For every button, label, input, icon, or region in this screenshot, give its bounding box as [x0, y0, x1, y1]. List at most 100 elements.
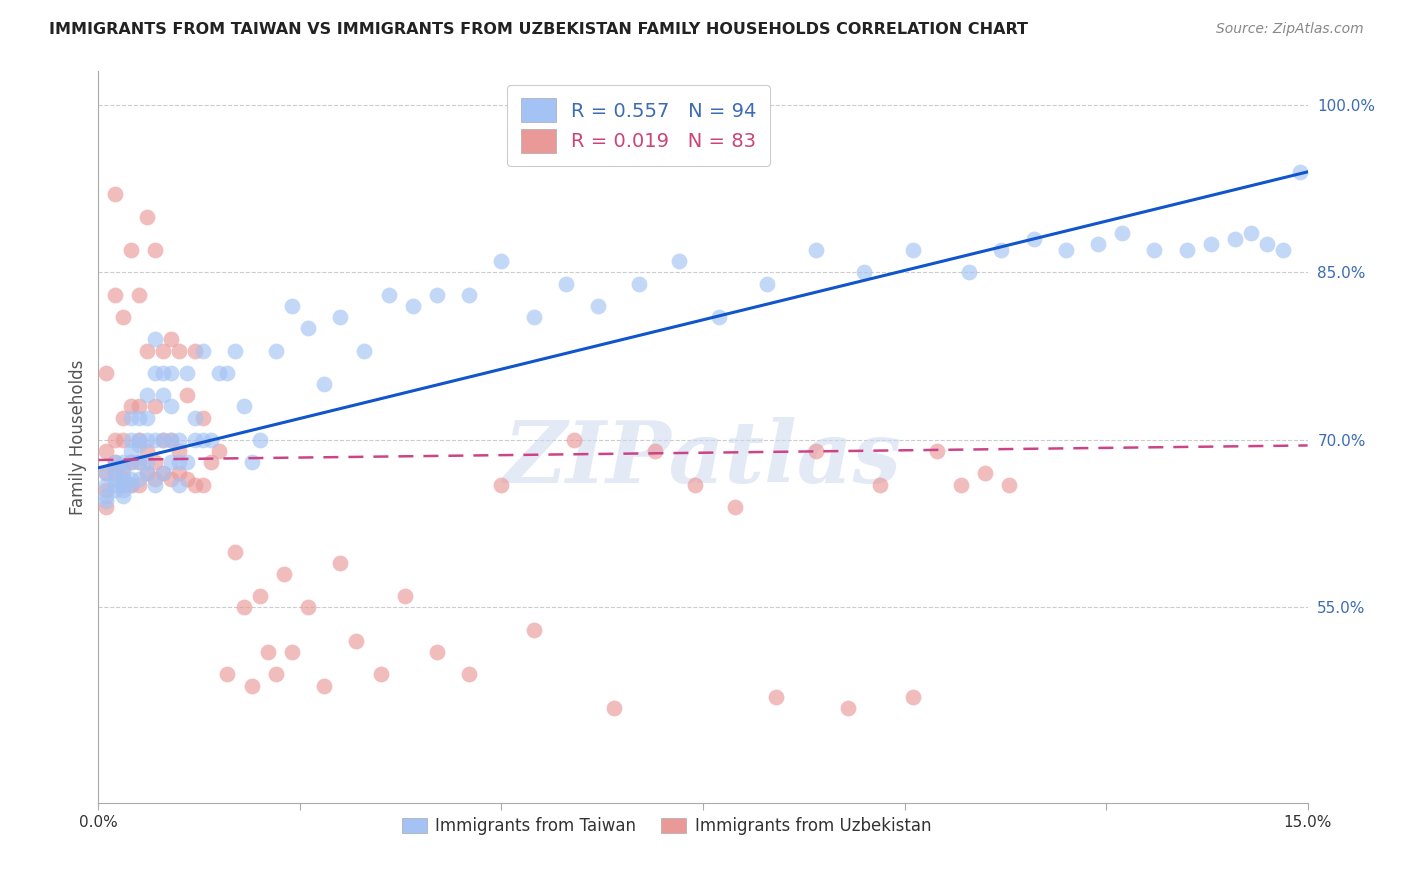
- Point: [135, 467, 157, 481]
- Point: [143, 472, 166, 486]
- Point: [974, 467, 997, 481]
- Point: [1022, 232, 1045, 246]
- Point: [273, 566, 295, 581]
- Point: [128, 400, 150, 414]
- Point: [193, 433, 215, 447]
- Point: [135, 455, 157, 469]
- Point: [344, 633, 367, 648]
- Point: [111, 310, 134, 324]
- Point: [562, 433, 585, 447]
- Point: [143, 243, 166, 257]
- Point: [256, 645, 278, 659]
- Point: [111, 467, 134, 481]
- Point: [167, 343, 190, 358]
- Point: [240, 679, 263, 693]
- Point: [458, 287, 481, 301]
- Point: [837, 701, 859, 715]
- Point: [200, 455, 222, 469]
- Point: [1288, 165, 1310, 179]
- Point: [111, 477, 134, 491]
- Text: ZIPatlas: ZIPatlas: [503, 417, 903, 500]
- Point: [232, 400, 254, 414]
- Point: [111, 472, 134, 486]
- Text: Source: ZipAtlas.com: Source: ZipAtlas.com: [1216, 22, 1364, 37]
- Point: [184, 477, 207, 491]
- Point: [193, 343, 215, 358]
- Point: [135, 388, 157, 402]
- Point: [184, 343, 207, 358]
- Point: [1223, 232, 1246, 246]
- Point: [765, 690, 787, 704]
- Point: [217, 366, 239, 380]
- Point: [224, 544, 246, 558]
- Point: [990, 243, 1012, 257]
- Point: [184, 410, 207, 425]
- Point: [128, 472, 150, 486]
- Point: [426, 287, 449, 301]
- Point: [1256, 237, 1278, 252]
- Point: [96, 444, 118, 458]
- Point: [128, 438, 150, 452]
- Point: [264, 343, 287, 358]
- Point: [152, 467, 174, 481]
- Point: [152, 433, 174, 447]
- Point: [152, 343, 174, 358]
- Point: [329, 556, 352, 570]
- Point: [96, 500, 118, 514]
- Point: [297, 321, 319, 335]
- Point: [555, 277, 578, 291]
- Point: [314, 679, 336, 693]
- Point: [707, 310, 730, 324]
- Point: [160, 366, 183, 380]
- Point: [160, 433, 183, 447]
- Point: [264, 667, 287, 681]
- Point: [96, 467, 118, 481]
- Y-axis label: Family Households: Family Households: [69, 359, 87, 515]
- Point: [804, 243, 827, 257]
- Point: [103, 287, 125, 301]
- Point: [240, 455, 263, 469]
- Point: [120, 455, 142, 469]
- Point: [120, 400, 142, 414]
- Point: [217, 667, 239, 681]
- Point: [160, 455, 183, 469]
- Point: [724, 500, 747, 514]
- Point: [523, 623, 546, 637]
- Point: [160, 433, 183, 447]
- Point: [128, 455, 150, 469]
- Point: [128, 477, 150, 491]
- Point: [111, 472, 134, 486]
- Point: [281, 299, 304, 313]
- Point: [176, 366, 198, 380]
- Point: [491, 477, 513, 491]
- Point: [128, 455, 150, 469]
- Point: [135, 467, 157, 481]
- Point: [120, 433, 142, 447]
- Point: [160, 472, 183, 486]
- Point: [96, 489, 118, 503]
- Point: [683, 477, 706, 491]
- Point: [120, 444, 142, 458]
- Point: [925, 444, 948, 458]
- Point: [193, 410, 215, 425]
- Point: [329, 310, 352, 324]
- Point: [232, 600, 254, 615]
- Point: [402, 299, 425, 313]
- Point: [120, 472, 142, 486]
- Point: [143, 477, 166, 491]
- Point: [128, 410, 150, 425]
- Point: [998, 477, 1021, 491]
- Point: [353, 343, 375, 358]
- Point: [103, 187, 125, 202]
- Point: [176, 388, 198, 402]
- Point: [111, 489, 134, 503]
- Point: [603, 701, 626, 715]
- Point: [949, 477, 972, 491]
- Point: [176, 455, 198, 469]
- Point: [627, 277, 650, 291]
- Point: [135, 410, 157, 425]
- Point: [103, 472, 125, 486]
- Point: [458, 667, 481, 681]
- Point: [208, 366, 231, 380]
- Point: [804, 444, 827, 458]
